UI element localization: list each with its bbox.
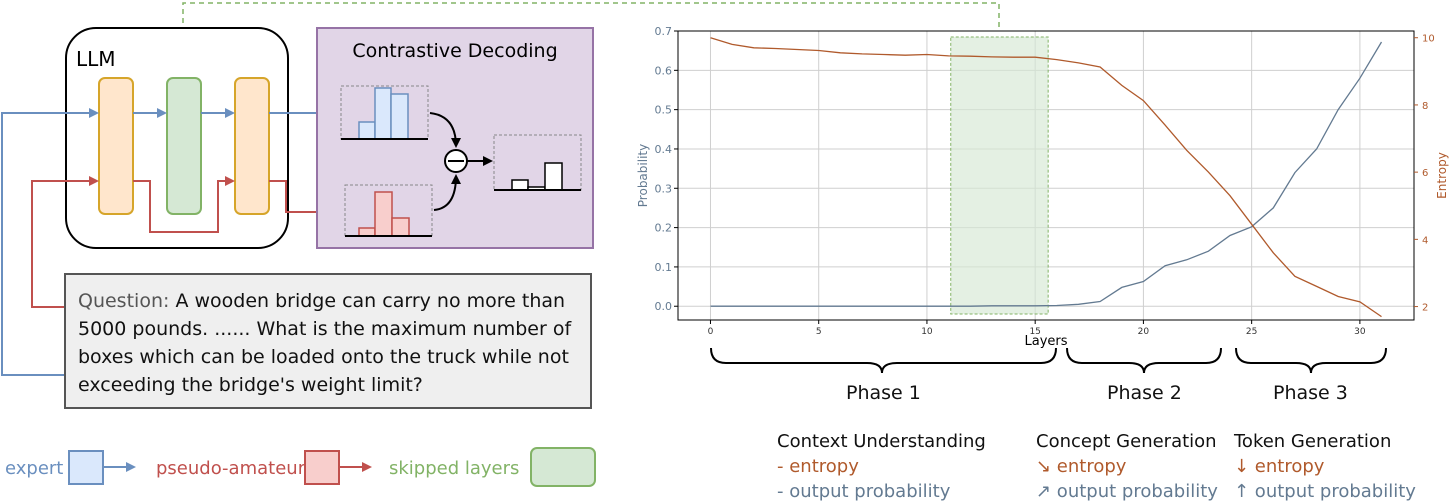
y-tick-label: 0.6 bbox=[655, 64, 673, 77]
expert-bar bbox=[374, 87, 392, 140]
amateur-to-subtract-arrow bbox=[433, 174, 461, 211]
expert-to-subtract-arrow bbox=[429, 112, 461, 148]
amateur-skip-path bbox=[133, 176, 235, 233]
y2-tick-label: 10 bbox=[1422, 34, 1435, 45]
x-axis-label: Layers bbox=[1024, 334, 1067, 349]
x-tick-label: 25 bbox=[1246, 327, 1257, 337]
y-axis-label: Probability bbox=[636, 144, 650, 207]
phase-2-probability: ↗ output probability bbox=[1036, 481, 1218, 502]
phase-3-title: Token Generation bbox=[1234, 431, 1392, 452]
layer-block-3 bbox=[234, 77, 270, 215]
y-tick-label: 0.2 bbox=[655, 222, 673, 235]
phase-3-entropy: ↓ entropy bbox=[1234, 456, 1325, 477]
x-tick-label: 15 bbox=[1029, 327, 1040, 337]
layer-block-1 bbox=[98, 77, 134, 215]
y2-tick-label: 2 bbox=[1422, 303, 1428, 314]
phase-2-description: Concept Generation ↘ entropy ↗ output pr… bbox=[1036, 429, 1218, 504]
phase-2-entropy: ↘ entropy bbox=[1036, 456, 1127, 477]
phase-3-brace bbox=[1235, 347, 1387, 374]
phase-1-entropy: - entropy bbox=[777, 456, 859, 477]
expert-bar bbox=[358, 121, 376, 140]
x-tick-label: 5 bbox=[816, 327, 822, 337]
y-tick-label: 0.5 bbox=[655, 104, 673, 117]
x-tick-label: 20 bbox=[1138, 327, 1150, 337]
skipped-layers-region bbox=[950, 36, 1049, 315]
phase-3-label: Phase 3 bbox=[1273, 382, 1348, 404]
question-text: A wooden bridge can carry no more than 5… bbox=[78, 290, 572, 396]
amateur-bar bbox=[374, 191, 393, 237]
question-label: Question: bbox=[78, 290, 170, 312]
y-tick-label: 0.7 bbox=[655, 25, 673, 38]
phase-1-description: Context Understanding - entropy - output… bbox=[777, 429, 986, 504]
y-tick-label: 0.0 bbox=[655, 300, 673, 313]
skipped-layer-block bbox=[166, 77, 202, 215]
probability-entropy-chart: 0 5 10 15 20 25 30 0.0 0.1 0.2 0.3 0.4 0.5 0.6 0.7 2 4 6 8… bbox=[636, 25, 1449, 349]
x-tick-label: 0 bbox=[708, 327, 714, 337]
x-tick-label: 30 bbox=[1354, 327, 1366, 337]
llm-label: LLM bbox=[76, 47, 116, 71]
legend-expert-swatch bbox=[68, 450, 104, 485]
expert-bar bbox=[390, 93, 409, 140]
y2-tick-label: 8 bbox=[1422, 101, 1428, 112]
x-tick-label: 10 bbox=[921, 327, 933, 337]
legend-skipped-label: skipped layers bbox=[389, 458, 519, 479]
y2-tick-label: 4 bbox=[1422, 235, 1428, 246]
amateur-path-input bbox=[31, 176, 99, 308]
phase-1-title: Context Understanding bbox=[777, 431, 986, 452]
y2-axis-label: Entropy bbox=[1435, 152, 1449, 199]
expert-path-input bbox=[1, 108, 99, 376]
phase-2-brace bbox=[1066, 347, 1222, 374]
y-tick-label: 0.3 bbox=[655, 182, 673, 195]
legend-amateur-swatch bbox=[304, 450, 340, 485]
phase-2-title: Concept Generation bbox=[1036, 431, 1217, 452]
legend-amateur-label: pseudo-amateur bbox=[156, 458, 306, 479]
phase-1-brace bbox=[710, 347, 1057, 374]
amateur-bar bbox=[358, 227, 376, 237]
phase-3-description: Token Generation ↓ entropy ↑ output prob… bbox=[1234, 429, 1416, 504]
y-tick-label: 0.1 bbox=[655, 261, 673, 274]
plot-frame bbox=[677, 30, 1415, 321]
probability-line bbox=[710, 41, 1383, 307]
y-tick-label: 0.4 bbox=[655, 143, 673, 156]
result-bar bbox=[544, 162, 563, 191]
phase-1-probability: - output probability bbox=[777, 481, 951, 502]
phase-3-probability: ↑ output probability bbox=[1234, 481, 1416, 502]
amateur-arrow-out bbox=[269, 180, 345, 217]
legend-skipped-swatch bbox=[530, 447, 596, 487]
result-bar bbox=[511, 179, 529, 191]
y2-tick-label: 6 bbox=[1422, 168, 1428, 179]
contrastive-decoding-title: Contrastive Decoding bbox=[352, 40, 557, 62]
question-box: Question: A wooden bridge can carry no m… bbox=[64, 273, 592, 409]
amateur-bar bbox=[391, 217, 410, 237]
phase-2-label: Phase 2 bbox=[1107, 382, 1182, 404]
legend-expert-label: expert bbox=[5, 458, 63, 479]
phase-1-label: Phase 1 bbox=[846, 382, 921, 404]
entropy-line bbox=[710, 37, 1382, 318]
